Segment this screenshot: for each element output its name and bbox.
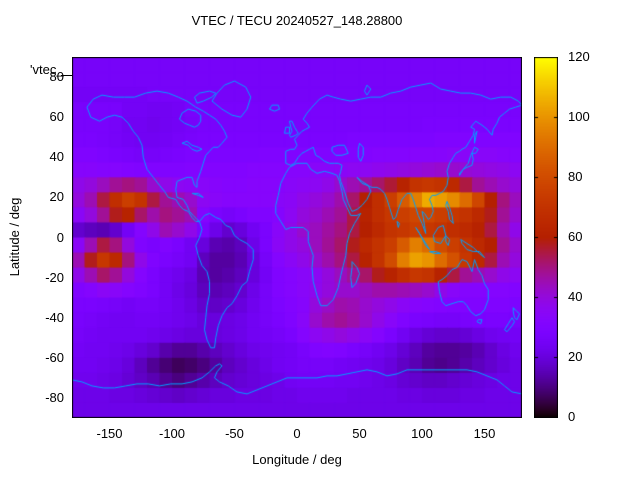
y-tick-label: -60	[45, 349, 64, 365]
colorbar-tick-label: 20	[568, 349, 583, 364]
x-tick-label: -50	[225, 426, 244, 441]
y-tick-label: 0	[56, 229, 64, 245]
vtec-heatmap-canvas	[72, 57, 522, 418]
x-tick-label: -100	[158, 426, 186, 441]
colorbar-tick-label: 100	[568, 109, 590, 124]
colorbar-tick-label: 60	[568, 229, 583, 244]
colorbar-tick-label: 120	[568, 49, 590, 64]
y-tick-label: 40	[49, 149, 64, 165]
plot-title: VTEC / TECU 20240527_148.28800	[191, 13, 403, 28]
key-sample-line	[61, 75, 72, 76]
y-tick-label: 60	[49, 109, 64, 125]
x-tick-label: 150	[473, 426, 496, 441]
key-label: 'vtec_	[30, 62, 64, 77]
colorbar-canvas	[534, 57, 558, 418]
colorbar-tick-label: 80	[568, 169, 583, 184]
colorbar-tick-label: 40	[568, 289, 583, 304]
y-tick-label: 20	[49, 189, 64, 205]
x-tick-label: 100	[411, 426, 433, 441]
x-axis-label: Longitude / deg	[252, 452, 342, 467]
y-tick-label: -40	[45, 309, 64, 325]
y-tick-label: 80	[49, 69, 64, 85]
x-tick-label: 50	[352, 426, 367, 441]
y-tick-label: -20	[45, 269, 64, 285]
y-tick-label: -80	[45, 389, 64, 405]
x-tick-label: -150	[96, 426, 123, 441]
colorbar-tick-label: 0	[568, 409, 576, 424]
x-tick-label: 0	[293, 426, 301, 441]
